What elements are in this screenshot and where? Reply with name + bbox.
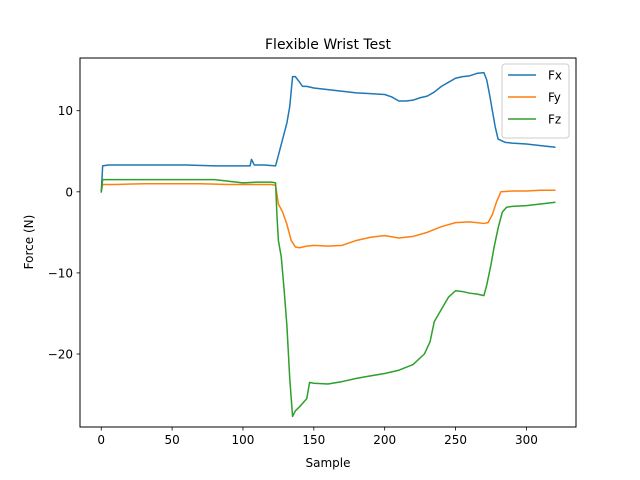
legend-label-fz: Fz (548, 113, 561, 127)
x-tick-label: 300 (515, 433, 538, 447)
x-axis-label: Sample (306, 456, 351, 470)
x-tick-label: 150 (302, 433, 325, 447)
y-tick-label: −10 (48, 266, 73, 280)
series-line-fy (100, 182, 556, 249)
y-tick-label: 10 (58, 104, 73, 118)
x-tick-label: 50 (164, 433, 179, 447)
series-line-fz (100, 178, 556, 418)
y-tick-label: −20 (48, 348, 73, 362)
x-tick-label: 0 (97, 433, 105, 447)
series-line-fx (100, 71, 556, 193)
y-tick-label: 0 (65, 185, 73, 199)
y-axis-label: Force (N) (22, 215, 36, 270)
legend-label-fx: Fx (548, 69, 562, 83)
x-axis: 0 50 100 150 200 250 300 (97, 427, 538, 447)
y-axis: −20 −10 0 10 (48, 104, 80, 362)
x-tick-label: 100 (232, 433, 255, 447)
chart-title: Flexible Wrist Test (265, 37, 391, 53)
x-tick-label: 250 (444, 433, 467, 447)
legend-label-fy: Fy (548, 91, 561, 105)
legend: Fx Fy Fz (501, 63, 570, 139)
plot-frame (79, 57, 577, 428)
plot-area (100, 71, 556, 418)
x-tick-label: 200 (373, 433, 396, 447)
